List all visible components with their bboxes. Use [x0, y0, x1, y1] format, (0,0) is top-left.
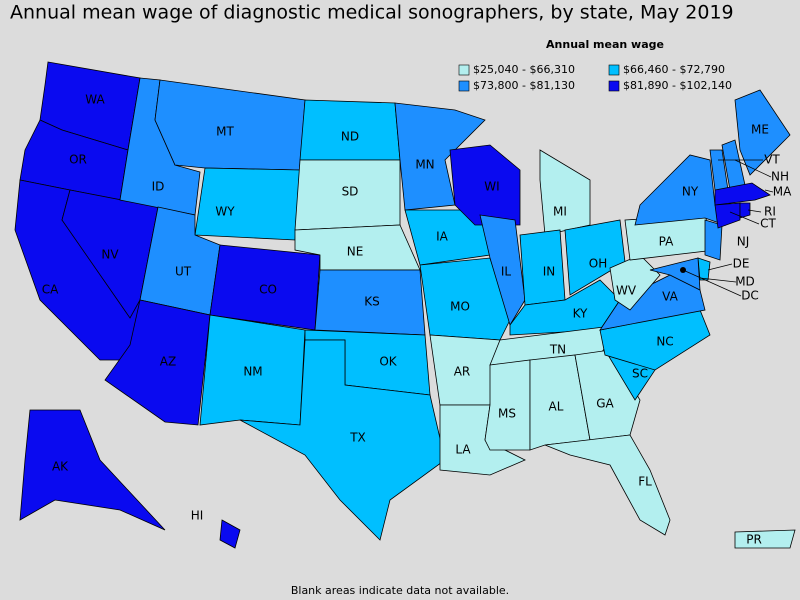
state-label: NJ [737, 235, 750, 249]
state-label: ND [341, 130, 359, 144]
state-label: NH [771, 170, 789, 184]
leader-line [707, 263, 733, 271]
state-label: WY [215, 205, 235, 219]
state-label: IN [543, 265, 556, 279]
state [739, 202, 751, 219]
state [484, 359, 531, 451]
state-label: MT [216, 125, 234, 139]
state-label: TN [549, 343, 566, 357]
state-label: DE [733, 257, 750, 271]
states [14, 61, 796, 549]
state-label: WA [85, 93, 105, 107]
state-label: AL [549, 400, 564, 414]
state [734, 529, 796, 549]
state [419, 257, 511, 341]
legend-swatch [608, 64, 620, 76]
state-label: RI [764, 205, 776, 219]
state-label: MS [498, 407, 516, 421]
legend-title: Annual mean wage [546, 38, 664, 51]
state-label: PR [746, 533, 762, 547]
leader-line [747, 209, 762, 213]
state-label: FL [638, 475, 652, 489]
state-label: MI [553, 205, 567, 219]
legend-swatch [608, 80, 620, 92]
leader-line [729, 211, 760, 225]
state-label: ID [152, 180, 165, 194]
legend-label: $25,040 - $66,310 [473, 63, 575, 76]
state-label: CA [42, 283, 59, 297]
state [714, 202, 741, 229]
state-label: MN [415, 158, 434, 172]
state-label: NM [243, 365, 262, 379]
footnote: Blank areas indicate data not available. [291, 584, 509, 597]
state-label: ME [751, 123, 769, 137]
state [697, 257, 711, 281]
state-label: CO [259, 283, 277, 297]
state-label: NC [656, 335, 673, 349]
state-label: UT [175, 265, 192, 279]
state [239, 339, 446, 541]
legend-label: $66,460 - $72,790 [623, 63, 725, 76]
state-label: IA [436, 230, 449, 244]
leader-line [734, 159, 772, 178]
state-label: VA [662, 290, 678, 304]
state [714, 182, 771, 206]
state [449, 144, 521, 226]
state-label: OR [69, 153, 87, 167]
state [19, 409, 166, 531]
state [599, 274, 706, 331]
state-label: SD [342, 185, 359, 199]
leader-line [699, 277, 737, 283]
state-label: IL [501, 265, 512, 279]
legend-label: $81,890 - $102,140 [623, 79, 732, 92]
legend-label: $73,800 - $81,130 [473, 79, 575, 92]
state-label: LA [455, 443, 471, 457]
state-label: WI [484, 180, 499, 194]
state [734, 89, 791, 176]
state [394, 102, 486, 211]
state-label: PA [659, 235, 674, 249]
state-label: DC [741, 289, 759, 303]
labels: WA OR CA NV ID MT WY UT AZ CO NM ND SD NE KS OK TX MN IA MO… [42, 93, 792, 547]
state-label: OH [589, 257, 607, 271]
state-label: MA [773, 185, 792, 199]
leader-line [682, 269, 742, 297]
state-label: AK [52, 460, 69, 474]
state [479, 214, 526, 326]
title: Annual mean wage of diagnostic medical s… [10, 2, 734, 24]
state-label: KY [573, 307, 588, 321]
state [219, 519, 241, 549]
state-label: MO [450, 300, 470, 314]
state-label: HI [191, 509, 204, 523]
state-label: NY [682, 185, 699, 199]
legend-swatch [458, 64, 470, 76]
state-label: MD [735, 275, 755, 289]
state-label: CT [760, 217, 776, 231]
state-label: NE [347, 245, 364, 259]
state [704, 219, 723, 261]
legend-swatch [458, 80, 470, 92]
state-label: SC [632, 367, 648, 381]
leader-line [764, 189, 774, 193]
state-label: AZ [160, 355, 176, 369]
state-label: OK [379, 355, 397, 369]
state-label: KS [364, 295, 380, 309]
state-label: VT [764, 153, 780, 167]
state-label: WV [616, 284, 637, 298]
state-label: NV [101, 248, 119, 262]
state-label: GA [596, 397, 614, 411]
legend: $25,040 - $66,310 $66,460 - $72,790 $73,80… [458, 63, 732, 92]
state [194, 167, 301, 241]
state-label: TX [349, 431, 366, 445]
state [544, 434, 671, 536]
state [649, 257, 701, 291]
state [509, 279, 621, 336]
state-label: AR [454, 365, 471, 379]
